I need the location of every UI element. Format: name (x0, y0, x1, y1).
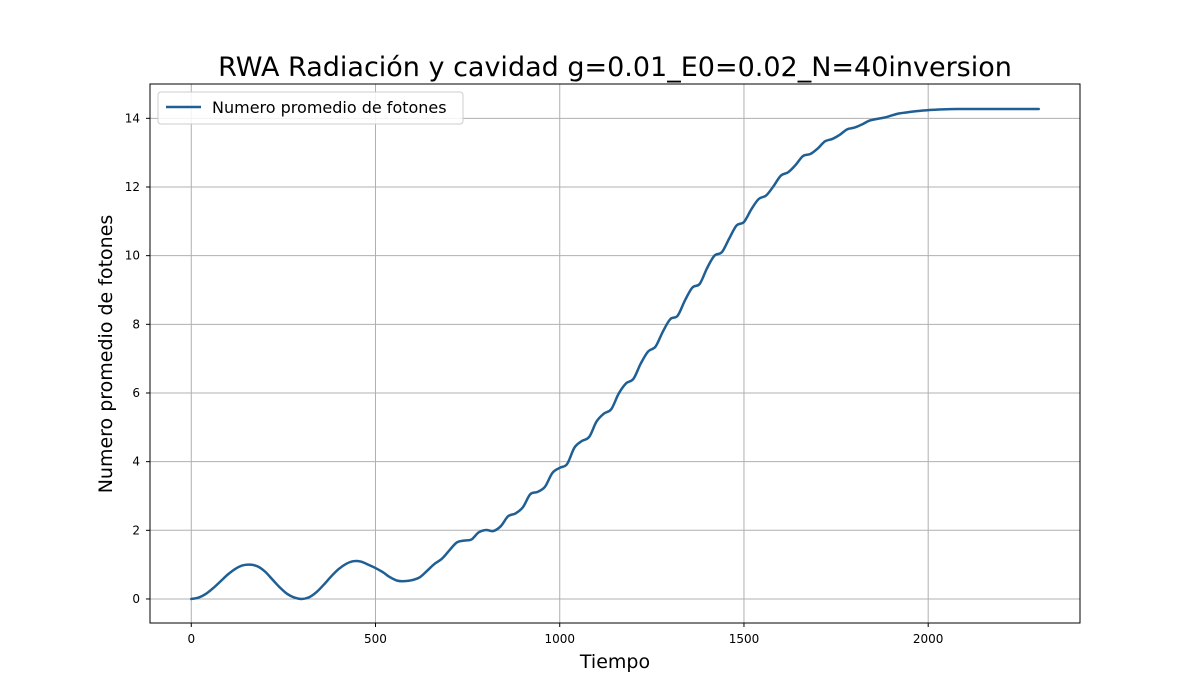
y-tick-label: 10 (125, 249, 140, 263)
legend-label: Numero promedio de fotones (212, 98, 447, 117)
y-tick-label: 0 (132, 592, 140, 606)
y-tick-label: 2 (132, 523, 140, 537)
legend-box (157, 91, 464, 125)
grid-lines (150, 84, 1080, 623)
x-axis-label: Tiempo (579, 651, 650, 673)
plot-frame (149, 83, 1081, 624)
series-layer (190, 107, 1040, 601)
y-tick-label: 8 (132, 317, 140, 331)
legend: Numero promedio de fotones (157, 91, 464, 125)
y-axis-label: Numero promedio de fotones (95, 215, 117, 494)
x-tick-label: 500 (364, 632, 387, 646)
y-tick-label: 6 (132, 386, 140, 400)
x-tick-label: 1500 (729, 632, 760, 646)
y-tick-label: 14 (125, 111, 140, 125)
y-tick-label: 4 (132, 455, 140, 469)
x-tick-label: 2000 (913, 632, 944, 646)
chart-title: RWA Radiación y cavidad g=0.01_E0=0.02_N… (218, 52, 1012, 83)
x-tick-label: 0 (187, 632, 195, 646)
x-tick-label: 1000 (544, 632, 575, 646)
y-tick-label: 12 (125, 180, 140, 194)
series-line (190, 107, 1040, 601)
axis-ticks: 0 500 1000 1500 2000 0 2 4 6 8 10 12 14 (125, 111, 944, 646)
